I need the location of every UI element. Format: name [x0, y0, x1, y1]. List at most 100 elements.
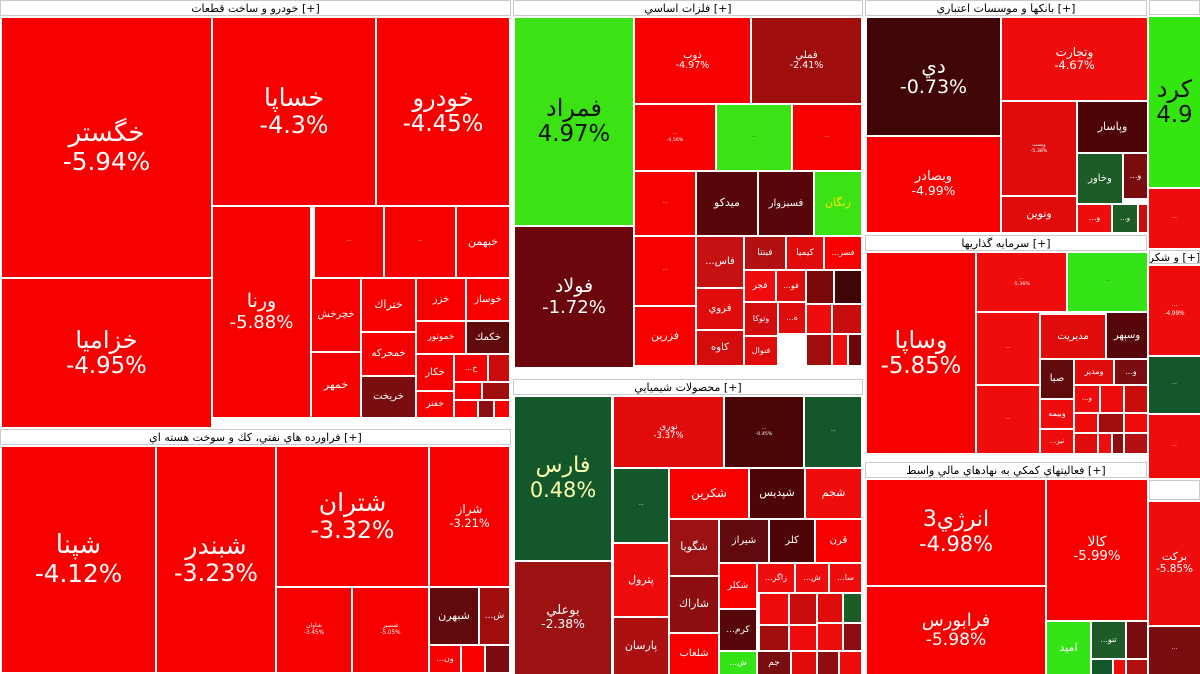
- treemap-tile-فولاد[interactable]: فولاد -1.72%: [515, 227, 633, 367]
- treemap-tile-خزر[interactable]: خزر: [417, 279, 465, 320]
- sector-header[interactable]: فراورده هاي نفتي، كك و سوخت هسته اي [+]: [0, 429, 511, 445]
- treemap-tile-...خ[interactable]: ...خ: [455, 355, 487, 381]
- sector-header[interactable]: و شكر [+]: [1149, 250, 1200, 264]
- treemap-tile-small[interactable]: ··· -5.36%: [977, 253, 1066, 311]
- treemap-tile-وسپهر[interactable]: وسپهر: [1107, 313, 1147, 358]
- treemap-tile-...نير[interactable]: ...نير: [1041, 430, 1073, 453]
- sector-header[interactable]: فلزات اساسي [+]: [513, 0, 863, 16]
- treemap-tile-...فاس[interactable]: ...فاس: [697, 237, 743, 287]
- treemap-tile-small[interactable]: ···: [977, 313, 1039, 384]
- treemap-tile-small[interactable]: ···: [1149, 189, 1200, 248]
- treemap-tile-...و[interactable]: ...و: [1113, 205, 1137, 232]
- treemap-tile-...ه[interactable]: ...ه: [779, 303, 805, 333]
- treemap-tile-شتران[interactable]: شتران -3.32%: [277, 447, 428, 586]
- treemap-tile-كيميا[interactable]: كيميا: [787, 237, 823, 269]
- treemap-tile-small[interactable]: ···: [805, 397, 861, 467]
- treemap-tile-small[interactable]: [455, 383, 481, 399]
- treemap-tile-فارس[interactable]: فارس 0.48%: [515, 397, 611, 560]
- treemap-tile-وساپا[interactable]: وساپا -5.85%: [867, 253, 975, 453]
- treemap-tile-small[interactable]: ···: [635, 172, 695, 235]
- sector-header[interactable]: محصولات شيميايي [+]: [513, 379, 863, 395]
- treemap-tile-small[interactable]: ···: [385, 207, 455, 277]
- treemap-tile-شيراز[interactable]: شيراز: [720, 520, 768, 562]
- treemap-tile-وبصادر[interactable]: وبصادر -4.99%: [867, 137, 1000, 232]
- treemap-tile-شاوان[interactable]: شاوان -3.45%: [277, 588, 351, 672]
- treemap-tile-...و[interactable]: ...و: [1124, 154, 1147, 198]
- treemap-tile-small[interactable]: [807, 305, 831, 333]
- treemap-tile-small[interactable]: [483, 383, 509, 399]
- treemap-tile-شكلر[interactable]: شكلر: [720, 564, 756, 608]
- treemap-tile-شراز[interactable]: شراز -3.21%: [430, 447, 509, 586]
- treemap-tile-فمراد[interactable]: فمراد 4.97%: [515, 18, 633, 225]
- treemap-tile-small[interactable]: [1125, 386, 1147, 412]
- treemap-tile-...فسر[interactable]: ...فسر: [825, 237, 861, 269]
- treemap-tile-small[interactable]: [792, 652, 816, 674]
- treemap-tile-small[interactable]: [840, 652, 861, 674]
- treemap-tile-small[interactable]: [1127, 622, 1147, 658]
- treemap-tile-خچرخش[interactable]: خچرخش: [312, 279, 360, 351]
- treemap-tile-كلر[interactable]: كلر: [770, 520, 814, 562]
- treemap-tile-small[interactable]: ···: [717, 105, 791, 170]
- treemap-tile-مديريت[interactable]: مديريت: [1041, 315, 1105, 358]
- treemap-tile-small[interactable]: [790, 594, 816, 624]
- treemap-tile-ومدير[interactable]: ومدير: [1075, 360, 1113, 384]
- treemap-tile-خمحركه[interactable]: خمحركه: [362, 333, 415, 375]
- treemap-tile-نوري[interactable]: نوري -3.37%: [614, 397, 723, 467]
- treemap-tile-small[interactable]: [833, 305, 861, 333]
- treemap-tile-فنوال[interactable]: فنوال: [745, 337, 777, 365]
- treemap-tile-small[interactable]: [818, 594, 842, 622]
- treemap-tile-كالا[interactable]: كالا -5.99%: [1047, 480, 1147, 620]
- treemap-tile-ونوين[interactable]: ونوين: [1002, 197, 1076, 232]
- treemap-tile-...و[interactable]: ...و: [1075, 386, 1099, 412]
- treemap-tile-small[interactable]: [1099, 434, 1111, 453]
- treemap-tile-small[interactable]: [818, 624, 842, 650]
- treemap-tile-small[interactable]: ···: [977, 386, 1039, 453]
- treemap-tile-small[interactable]: [486, 646, 509, 672]
- treemap-tile-دي[interactable]: دي -0.73%: [867, 18, 1000, 135]
- treemap-tile-...سا[interactable]: ...سا: [830, 564, 861, 592]
- treemap-tile-خموتور[interactable]: خموتور: [417, 322, 465, 353]
- treemap-tile-انرژي3[interactable]: انرژي3 -4.98%: [867, 480, 1045, 585]
- treemap-tile-...ون[interactable]: ...ون: [430, 646, 460, 672]
- treemap-tile-خساپا[interactable]: خساپا -4.3%: [213, 18, 375, 205]
- treemap-tile-پارسان[interactable]: پارسان: [614, 618, 668, 674]
- treemap-tile-...زاگر[interactable]: ...زاگر: [758, 564, 794, 592]
- treemap-tile-small[interactable]: [1075, 434, 1097, 453]
- treemap-tile-small[interactable]: [835, 271, 861, 303]
- treemap-tile-small[interactable]: [1125, 414, 1147, 432]
- treemap-tile-small[interactable]: [479, 401, 493, 417]
- treemap-tile-small[interactable]: [1125, 434, 1147, 453]
- treemap-tile-small[interactable]: [807, 335, 831, 365]
- treemap-tile-ذوب[interactable]: ذوب -4.97%: [635, 18, 750, 103]
- treemap-tile-خمهر[interactable]: خمهر: [312, 353, 360, 417]
- treemap-tile-ختراك[interactable]: ختراك: [362, 279, 415, 331]
- treemap-tile-فرابورس[interactable]: فرابورس -5.98%: [867, 587, 1045, 674]
- treemap-tile-small[interactable]: [790, 626, 816, 650]
- treemap-tile-شپديس[interactable]: شپديس: [750, 469, 804, 518]
- treemap-tile-small[interactable]: ··· -0.45%: [725, 397, 803, 467]
- treemap-tile-small[interactable]: [455, 401, 477, 417]
- treemap-tile-كاوه[interactable]: كاوه: [697, 331, 743, 365]
- treemap-tile-شسپر[interactable]: شسپر -5.05%: [353, 588, 428, 672]
- treemap-tile-small[interactable]: [1127, 660, 1147, 674]
- treemap-tile-small[interactable]: [1101, 386, 1123, 412]
- treemap-tile-small[interactable]: [1114, 660, 1125, 674]
- treemap-tile-small[interactable]: ···: [614, 469, 668, 542]
- treemap-tile-...و[interactable]: ...و: [1115, 360, 1147, 384]
- treemap-tile-خريخت[interactable]: خريخت: [362, 377, 415, 417]
- treemap-tile-وپست[interactable]: وپست -5.38%: [1002, 102, 1076, 195]
- sector-header[interactable]: فعاليتهاي كمكي به نهادهاي مالي واسط [+]: [865, 462, 1147, 478]
- treemap-tile-خكمك[interactable]: خكمك: [467, 322, 509, 353]
- sector-header[interactable]: [1149, 0, 1200, 15]
- treemap-tile-...فو[interactable]: ...فو: [777, 271, 805, 301]
- treemap-tile-بركت[interactable]: بركت -5.85%: [1149, 502, 1200, 625]
- treemap-tile-...ش[interactable]: ...ش: [796, 564, 828, 592]
- treemap-tile-خبهمن[interactable]: خبهمن: [457, 207, 509, 277]
- treemap-tile-قرن[interactable]: قرن: [816, 520, 861, 562]
- treemap-tile-فملي[interactable]: فملي -2.41%: [752, 18, 861, 103]
- treemap-tile-شبهرن[interactable]: شبهرن: [430, 588, 478, 644]
- treemap-tile-small[interactable]: [462, 646, 484, 672]
- treemap-tile-شاراك[interactable]: شاراك: [670, 577, 718, 632]
- treemap-tile-...و[interactable]: ...و: [1078, 205, 1111, 232]
- treemap-tile-وبيمه[interactable]: وبيمه: [1041, 400, 1073, 428]
